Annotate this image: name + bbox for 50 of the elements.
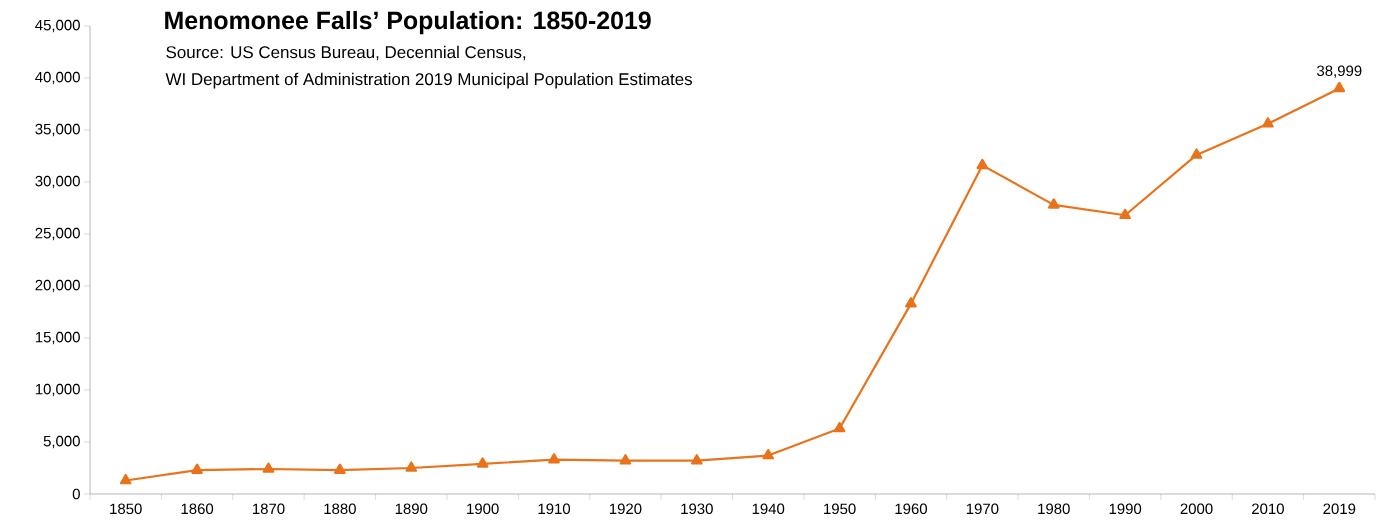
point [690,454,703,465]
y-tick-label: 45,000 [35,19,80,33]
chart-title: Menomonee Falls’ Population: 1850-2019 [165,10,651,35]
x-tick-label: 1880 [324,503,356,515]
point [119,473,132,485]
y-tick-label: 20,000 [35,279,80,293]
x-tick-label: 1990 [1109,503,1142,515]
point [334,463,346,474]
y-tick-label: 40,000 [35,71,80,85]
point [1119,208,1131,220]
x-tick-label: 1890 [395,503,428,515]
x-tick-label: 1930 [681,503,713,515]
data-label: 38,999 [1317,65,1362,78]
point [476,457,489,468]
point [1047,198,1060,209]
point [405,461,418,472]
point [762,448,775,460]
x-tick-label: 1950 [824,503,856,515]
y-tick-label: 35,000 [35,123,80,137]
y-tick-label: 10,000 [35,383,80,397]
x-tick-label: 2010 [1252,503,1284,515]
point [191,463,203,474]
point [262,462,275,473]
y-tick-label: 30,000 [35,175,80,189]
point [1190,148,1203,159]
annotation: WI Department of Administration 2019 Municipal Population Estimates [165,72,692,89]
x-tick-label: 1850 [110,503,142,515]
point [1262,117,1274,128]
x-tick-label: 2019 [1323,503,1356,515]
y-tick-label: 15,000 [35,331,80,345]
x-tick-label: 1980 [1038,503,1070,515]
x-tick-label: 1940 [752,503,785,515]
point [905,297,917,308]
x-tick-label: 1900 [467,503,499,515]
point [833,421,846,433]
x-tick-label: 1860 [181,503,214,515]
x-tick-label: 1970 [966,503,999,515]
y-tick-label: 0 [72,488,80,500]
point [1333,81,1346,93]
point [619,454,632,465]
y-tick-label: 25,000 [35,227,80,241]
annotation: Source: US Census Bureau, Decennial Census, [166,45,526,61]
point [548,453,560,464]
x-tick-label: 2000 [1180,503,1213,515]
x-tick-label: 1870 [253,503,285,515]
point [976,158,989,170]
x-tick-label: 1910 [538,503,571,515]
x-tick-label: 1920 [609,503,642,515]
y-tick-label: 5,000 [43,435,80,449]
x-tick-label: 1960 [895,503,927,515]
